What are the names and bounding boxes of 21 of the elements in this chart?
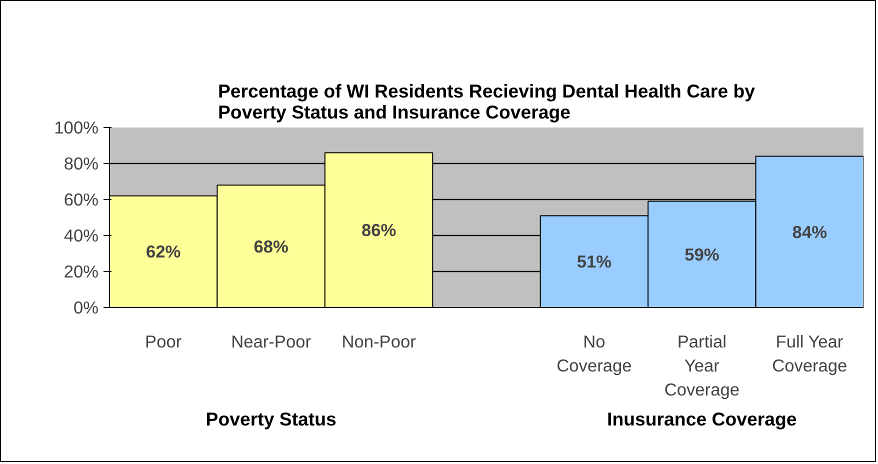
data-label: 84% [792, 222, 827, 242]
y-tick-label: 80% [64, 154, 99, 174]
y-tick-label: 20% [64, 262, 99, 282]
data-label: 62% [146, 242, 181, 262]
data-label: 68% [254, 236, 288, 256]
data-label: 86% [361, 220, 396, 240]
data-label: 51% [576, 252, 612, 272]
x-tick-label: Poor [145, 332, 182, 352]
x-tick-label: No Coverage [556, 332, 632, 376]
y-tick-label: 100% [54, 118, 99, 138]
x-tick-label: Partial Year Coverage [664, 332, 740, 400]
y-tick-label: 40% [64, 226, 99, 246]
text: Poverty Status [206, 408, 336, 430]
chart-title: Percentage of WI Residents Recieving Dental Health Care by Poverty Status and Insurance Coverage [218, 80, 756, 122]
x-tick-label: Full Year Coverage [772, 332, 848, 376]
y-tick-label: 0% [73, 298, 98, 318]
text: Inusurance Coverage [607, 408, 797, 430]
data-label: 59% [684, 244, 720, 264]
x-tick-label: Non-Poor [342, 332, 416, 352]
x-tick-label: Near-Poor [231, 332, 312, 352]
y-tick-label: 60% [64, 190, 99, 210]
